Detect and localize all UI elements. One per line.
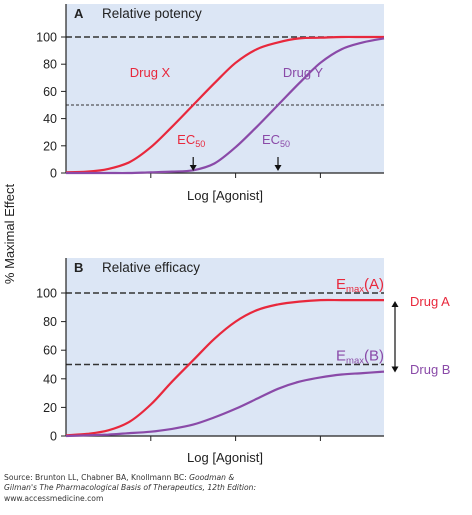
plot-background — [66, 258, 384, 436]
y-tick-label: 100 — [36, 31, 57, 45]
panel-letter: B — [74, 260, 83, 275]
legend-drug-b: Drug B — [410, 362, 450, 377]
y-tick-label: 100 — [36, 287, 57, 301]
panel-title: Relative efficacy — [102, 260, 200, 275]
y-tick-label: 20 — [43, 139, 57, 153]
source-url: www.accessmedicine.com — [4, 493, 104, 503]
curve-drug-x — [65, 35, 384, 174]
emax-label: Emax(B) — [336, 348, 384, 367]
y-tick-label: 0 — [50, 430, 57, 444]
curve-drug-y — [66, 37, 385, 175]
series-label-drug-y: Drug Y — [283, 65, 324, 80]
x-axis-label: Log [Agonist] — [187, 188, 263, 203]
plot-background — [66, 4, 384, 173]
y-tick-label: 0 — [50, 167, 57, 181]
y-tick-label: 60 — [43, 85, 57, 99]
ec50-arrow-head — [274, 165, 282, 171]
source-text: Source: Brunton LL, Chabner BA, Knollman… — [4, 473, 190, 482]
panel-a: 0 20 40 60 80 100 A Relative potency Log [Agonis… — [36, 4, 385, 203]
panel-title: Relative potency — [102, 6, 202, 21]
source-citation: Source: Brunton LL, Chabner BA, Knollman… — [4, 473, 444, 504]
ec50-label: EC50 — [177, 132, 205, 149]
y-tick-label: 80 — [43, 315, 57, 329]
series-label-drug-x: Drug X — [130, 65, 171, 80]
y-tick-label: 60 — [43, 344, 57, 358]
ec50-label: EC50 — [262, 132, 290, 149]
y-tick-label: 40 — [43, 112, 57, 126]
panel-letter: A — [74, 6, 84, 21]
x-axis-label: Log [Agonist] — [187, 450, 263, 465]
emax-label: Emax(A) — [336, 276, 384, 295]
ec50-annotation: EC50 — [177, 132, 205, 171]
ec50-annotation: EC50 — [262, 132, 290, 171]
legend-drug-a: Drug A — [410, 294, 450, 309]
source-book-title-b: Gilman's The Pharmacological Basis of Th… — [4, 483, 257, 493]
y-tick-label: 20 — [43, 401, 57, 415]
curve-drug-b — [65, 370, 385, 438]
curve-drug-a — [65, 298, 384, 437]
emax-arrow-head-up — [391, 301, 399, 307]
ec50-arrow-head — [189, 165, 197, 171]
y-axis-label: % Maximal Effect — [2, 184, 17, 285]
emax-arrow-head-down — [391, 366, 399, 373]
source-book-title-a: Goodman & — [189, 473, 235, 482]
y-tick-label: 40 — [43, 372, 57, 386]
panel-b: 0 20 40 60 80 100 B Relative efficacy Log [Agoni… — [36, 258, 450, 465]
y-tick-label: 80 — [43, 58, 57, 72]
